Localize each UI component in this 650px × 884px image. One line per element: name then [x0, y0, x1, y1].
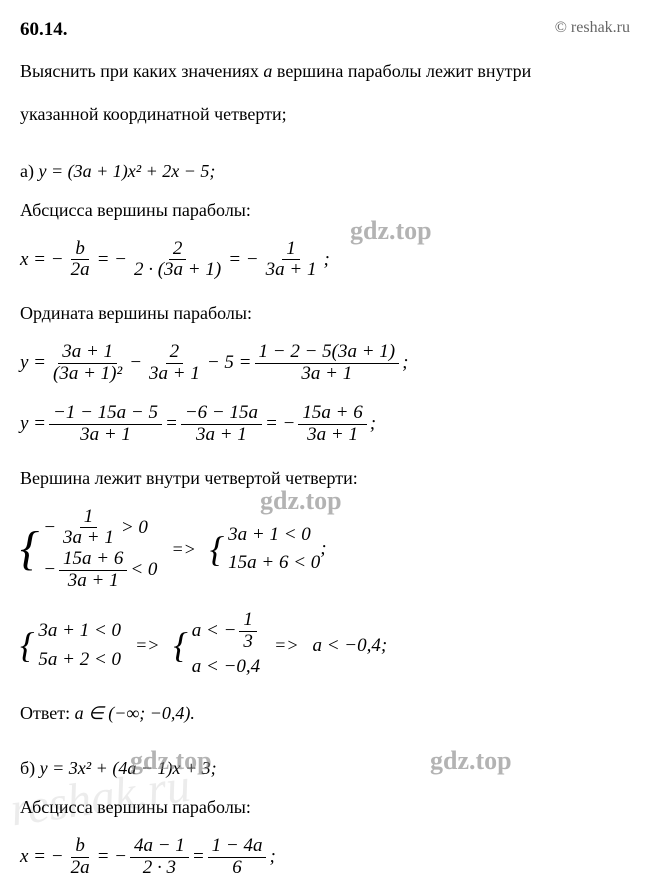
- frac-den: 2 · (3a + 1): [130, 260, 225, 281]
- frac-num: b: [71, 239, 89, 261]
- abscissa-equation-a: x = − b2a = − 22 · (3a + 1) = − 13a + 1 …: [20, 239, 630, 282]
- frac-den: 2a: [67, 858, 94, 879]
- frac-den: 3a + 1: [145, 364, 204, 385]
- problem-statement-line1: Выяснить при каких значениях a вершина п…: [20, 57, 630, 86]
- eq-mid: =: [165, 409, 178, 439]
- eq-lhs: y =: [20, 348, 46, 378]
- eq-mid: = −: [265, 409, 295, 439]
- arrow-icon: =>: [274, 631, 298, 660]
- part-b-label: б): [20, 758, 40, 778]
- frac-den: 3a + 1: [297, 364, 356, 385]
- frac-num: −1 − 15a − 5: [49, 403, 162, 425]
- frac-den: 3a + 1: [303, 425, 362, 446]
- frac-den: 3a + 1: [262, 260, 321, 281]
- frac-den: 2 · 3: [139, 858, 180, 879]
- eq-end: ;: [269, 842, 275, 872]
- brace-icon: {: [210, 535, 224, 564]
- abscissa-label-a: Абсцисса вершины параболы:: [20, 196, 630, 225]
- eq-lhs: y =: [20, 409, 46, 439]
- ordinate-label-a: Ордината вершины параболы:: [20, 299, 630, 328]
- sys-pre: a < −: [192, 617, 237, 646]
- semicolon: ;: [320, 534, 326, 564]
- eq-end: ;: [402, 348, 408, 378]
- copyright-text: © reshak.ru: [555, 15, 630, 45]
- frac-num: 1 − 2 − 5(3a + 1): [255, 342, 400, 364]
- eq-mid: = −: [97, 842, 127, 872]
- part-b-eq-text: y = 3x² + (4a − 1)x + 3;: [40, 758, 217, 778]
- brace-icon: {: [20, 631, 34, 660]
- part-a-equation: а) y = (3a + 1)x² + 2x − 5;: [20, 157, 630, 186]
- answer-value: a ∈ (−∞; −0,4).: [75, 703, 195, 723]
- part-b-equation: б) y = 3x² + (4a − 1)x + 3;: [20, 754, 630, 783]
- frac-den: 3a + 1: [59, 528, 118, 549]
- brace-icon: {: [20, 530, 39, 568]
- sys-post: < 0: [130, 556, 157, 585]
- frac-den: 3a + 1: [64, 571, 123, 592]
- problem-statement-line2: указанной координатной четверти;: [20, 100, 630, 129]
- system-1: { − 13a + 1 > 0 − 15a + 63a + 1 < 0 => {…: [20, 507, 630, 593]
- answer-line-a: Ответ: a ∈ (−∞; −0,4).: [20, 699, 630, 728]
- frac-num: b: [71, 836, 89, 858]
- system-2: { 3a + 1 < 0 5a + 2 < 0 => { a < − 13 a …: [20, 610, 630, 681]
- sys-line: 15a + 6 < 0: [228, 549, 320, 578]
- eq-mid: − 5 =: [207, 348, 252, 378]
- frac-num: 15a + 6: [298, 403, 366, 425]
- sys-line: 3a + 1 < 0: [228, 521, 320, 550]
- frac-num: 1: [282, 239, 300, 261]
- answer-label: Ответ:: [20, 703, 75, 723]
- frac-num: 1: [239, 610, 257, 632]
- brace-icon: {: [173, 631, 187, 660]
- problem-text-2: вершина параболы лежит внутри: [272, 61, 531, 81]
- eq-end: ;: [323, 245, 329, 275]
- frac-num: 1: [80, 507, 98, 529]
- frac-num: 2: [166, 342, 184, 364]
- part-a-label: а): [20, 161, 38, 181]
- frac-den: 3a + 1: [76, 425, 135, 446]
- abscissa-equation-b: x = − b2a = − 4a − 12 · 3 = 1 − 4a6 ;: [20, 836, 630, 879]
- eq-end: ;: [370, 409, 376, 439]
- sys-pre: −: [43, 556, 56, 585]
- frac-den: 3a + 1: [192, 425, 251, 446]
- sys-line: 3a + 1 < 0: [38, 617, 121, 646]
- sys-post: > 0: [121, 514, 148, 543]
- frac-num: −6 − 15a: [181, 403, 262, 425]
- eq-mid: = −: [228, 245, 258, 275]
- ordinate-equation-a2: y = −1 − 15a − 53a + 1 = −6 − 15a3a + 1 …: [20, 403, 630, 446]
- frac-num: 2: [169, 239, 187, 261]
- final-result: a < −0,4;: [312, 631, 387, 661]
- sys-line: a < −0,4: [192, 653, 260, 682]
- vertex-condition-label: Вершина лежит внутри четвертой четверти:: [20, 464, 630, 493]
- eq-lhs: x = −: [20, 842, 64, 872]
- problem-number: 60.14.: [20, 15, 68, 45]
- eq-mid: = −: [97, 245, 127, 275]
- eq-mid: =: [192, 842, 205, 872]
- sys-pre: −: [43, 514, 56, 543]
- arrow-icon: =>: [171, 535, 195, 564]
- problem-text-1: Выяснить при каких значениях: [20, 61, 263, 81]
- eq-lhs: x = −: [20, 245, 64, 275]
- abscissa-label-b: Абсцисса вершины параболы:: [20, 793, 630, 822]
- frac-den: 3: [239, 632, 257, 653]
- frac-num: 3a + 1: [58, 342, 117, 364]
- frac-num: 4a − 1: [130, 836, 189, 858]
- frac-den: 2a: [67, 260, 94, 281]
- frac-den: 6: [228, 858, 246, 879]
- frac-num: 15a + 6: [59, 549, 127, 571]
- frac-num: 1 − 4a: [208, 836, 267, 858]
- eq-mid: −: [129, 348, 142, 378]
- arrow-icon: =>: [135, 631, 159, 660]
- sys-line: 5a + 2 < 0: [38, 646, 121, 675]
- frac-den: (3a + 1)²: [49, 364, 126, 385]
- ordinate-equation-a1: y = 3a + 1(3a + 1)² − 23a + 1 − 5 = 1 − …: [20, 342, 630, 385]
- part-a-eq-text: y = (3a + 1)x² + 2x − 5;: [38, 161, 215, 181]
